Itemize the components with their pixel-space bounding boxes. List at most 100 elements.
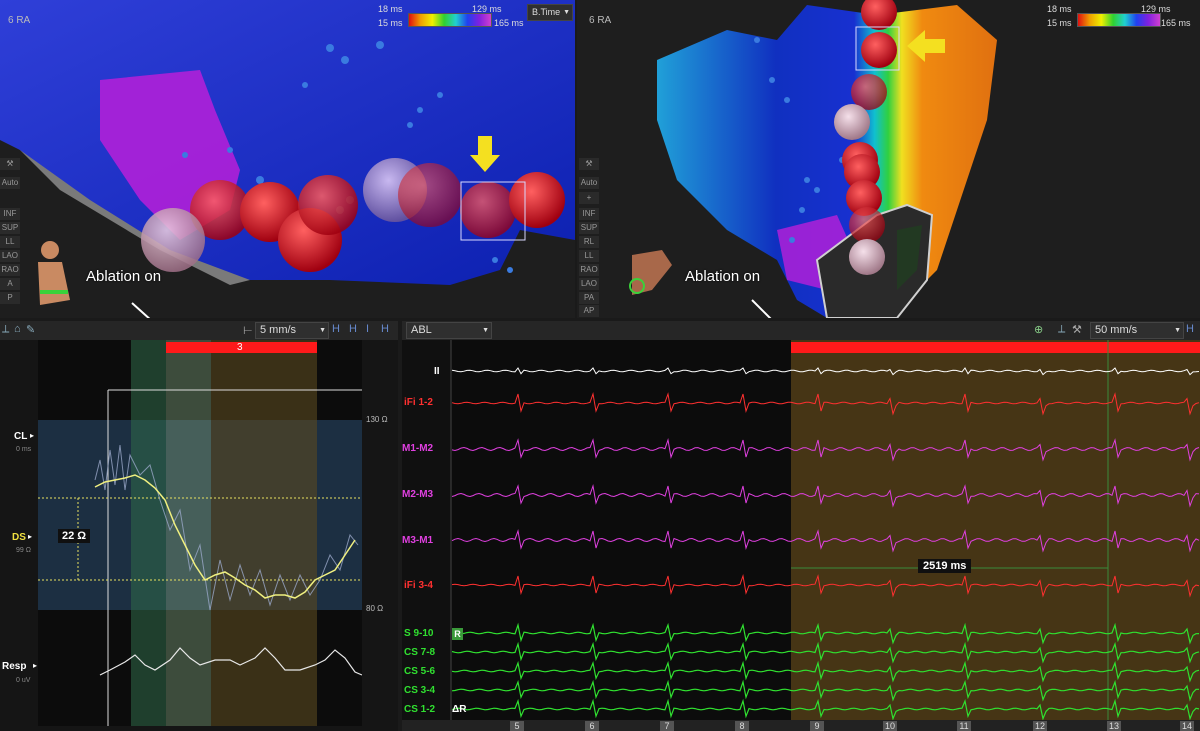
trend-channel-resp[interactable]: Resp: [2, 661, 27, 672]
right-color-scale[interactable]: [1077, 13, 1161, 27]
zoom-icon[interactable]: ⊕: [1034, 324, 1044, 336]
caliper-icon[interactable]: ⟂: [1058, 323, 1066, 335]
ecg-trace: [451, 367, 1200, 376]
marker-h-icon[interactable]: H: [332, 323, 340, 335]
right-view-btn-2[interactable]: INF: [579, 208, 599, 220]
left-view-btn-6[interactable]: A: [0, 278, 20, 290]
right-scale-top-min: 18 ms: [1047, 4, 1072, 14]
ecg-source-dropdown[interactable]: ABL ▼: [406, 322, 492, 339]
trend-channel-cl-sub: 0 ms: [16, 446, 32, 453]
right-view-btn-7[interactable]: LAO: [579, 278, 599, 290]
ecg-label-ifi34[interactable]: iFi 3-4: [404, 580, 433, 591]
right-hammer-icon[interactable]: ⚒: [579, 158, 599, 170]
right-view-btn-4[interactable]: RL: [579, 236, 599, 248]
pin-icon[interactable]: ⟂: [2, 323, 10, 335]
left-map-selection-box: [460, 181, 526, 241]
impedance-drop-label: 22 Ω: [58, 529, 91, 543]
left-map-white-arrow: [131, 302, 151, 318]
right-map-view-label: 6 RA: [589, 15, 612, 26]
left-view-btn-5[interactable]: RAO: [0, 264, 20, 276]
map-type-dropdown[interactable]: B.Time ▼: [527, 4, 573, 21]
left-view-btn-3[interactable]: LL: [0, 236, 20, 248]
impedance-raw-trace: [94, 444, 359, 611]
ecg-label-m2m3[interactable]: M2-M3: [402, 489, 434, 500]
right-view-btn-6[interactable]: RAO: [579, 264, 599, 276]
ecg-ablation-marker: [791, 342, 1200, 353]
ecg-label-cs78[interactable]: CS 7-8: [404, 647, 436, 658]
left-map-canvas: [0, 0, 575, 318]
left-ablation-annotation: Ablation on: [86, 268, 162, 285]
marker-h3-icon[interactable]: H: [381, 323, 389, 335]
ecg-trace: [451, 679, 1199, 702]
trend-light-band: [166, 340, 211, 726]
right-view-btn-3[interactable]: SUP: [579, 222, 599, 234]
trend-channel-ds[interactable]: DS: [12, 532, 26, 543]
ecg-label-ifi12[interactable]: iFi 1-2: [404, 397, 433, 408]
ecg-trace: [451, 529, 1200, 553]
lock-icon[interactable]: ⌂: [14, 323, 21, 335]
ecg-label-cs34[interactable]: CS 3-4: [404, 685, 436, 696]
right-view-btn-0[interactable]: Auto: [579, 177, 599, 189]
trend-axis-bottom: 80 Ω: [366, 604, 384, 613]
right-map-yellow-arrow: [907, 30, 945, 62]
beat-number: 14: [1180, 721, 1194, 731]
trend-green-band: [131, 340, 166, 726]
left-view-btn-7[interactable]: P: [0, 292, 20, 304]
ecg-source-value: ABL: [411, 324, 432, 336]
left-map-ablation-lesions: [141, 158, 565, 272]
resp-chevron-icon: ▸: [33, 661, 38, 670]
marker-h-icon[interactable]: H: [1186, 323, 1194, 335]
ecg-label-ii[interactable]: II: [434, 366, 440, 377]
ecg-trace: [451, 698, 1200, 721]
ecg-label-m1m2[interactable]: M1-M2: [402, 443, 434, 454]
cl-chevron-icon: ▸: [30, 431, 35, 440]
left-map-view[interactable]: 6 RA 18 ms 129 ms 15 ms 165 ms B.Time ▼ ⚒…: [0, 0, 575, 318]
marker-i-icon[interactable]: I: [366, 323, 370, 335]
respiration-trace: [99, 647, 363, 676]
trend-speed-dropdown[interactable]: 5 mm/s ▼: [255, 322, 329, 339]
ecg-speed-value: 50 mm/s: [1095, 324, 1138, 336]
ecg-trace: [451, 660, 1200, 683]
ecg-speed-dropdown[interactable]: 50 mm/s ▼: [1090, 322, 1184, 339]
left-view-btn-0[interactable]: Auto: [0, 177, 20, 189]
right-map-view[interactable]: 6 RA 18 ms 129 ms 15 ms 165 ms ⚒ Auto + …: [577, 0, 1200, 318]
chevron-down-icon: ▼: [1174, 327, 1181, 334]
ecg-traces: [451, 367, 1200, 721]
tools-icon[interactable]: ✎: [26, 324, 36, 336]
map-type-label: B.Time: [532, 7, 561, 17]
left-hammer-icon[interactable]: ⚒: [0, 158, 20, 170]
ecg-label-cs56[interactable]: CS 5-6: [404, 666, 436, 677]
trend-channel-ds-sub: 99 Ω: [16, 547, 31, 554]
right-map-canvas: [629, 0, 997, 318]
beat-number: 13: [1107, 721, 1121, 731]
left-view-btn-2[interactable]: SUP: [0, 222, 20, 234]
left-color-scale[interactable]: [408, 13, 492, 27]
right-view-btn-5[interactable]: LL: [579, 250, 599, 262]
beat-number: 8: [735, 721, 749, 731]
ecg-label-m3m1[interactable]: M3-M1: [402, 535, 434, 546]
caliper-icon[interactable]: ⊢: [243, 325, 253, 337]
trend-panel: 3 CL ▸ 0 ms DS ▸ 99 Ω Resp ▸ 0 uV 130 Ω …: [0, 340, 398, 731]
ecg-canvas: [402, 340, 1200, 731]
ecg-trace: [451, 574, 1200, 598]
ecg-trace: [451, 641, 1200, 664]
ecg-label-s910[interactable]: S 9-10: [404, 628, 434, 639]
trend-canvas: [38, 340, 398, 731]
right-view-btn-9[interactable]: AP: [579, 305, 599, 317]
right-view-btn-8[interactable]: PA: [579, 292, 599, 304]
ecg-label-cs12[interactable]: CS 1-2: [404, 704, 436, 715]
left-map-view-label: 6 RA: [8, 15, 31, 26]
right-map-white-arrow: [751, 299, 772, 318]
left-view-btn-1[interactable]: INF: [0, 208, 20, 220]
trend-channel-resp-sub: 0 uV: [16, 677, 31, 684]
hammer-icon[interactable]: ⚒: [1072, 324, 1082, 336]
trend-channel-cl[interactable]: CL: [14, 431, 28, 442]
right-view-btn-1[interactable]: +: [579, 192, 599, 204]
marker-h2-icon[interactable]: H: [349, 323, 357, 335]
right-map-selection-box: [855, 26, 900, 71]
left-view-btn-4[interactable]: LAO: [0, 250, 20, 262]
trend-axis-top: 130 Ω: [366, 415, 388, 424]
ds-chevron-icon: ▸: [28, 532, 33, 541]
ecg-panel: II iFi 1-2 M1-M2 M2-M3 M3-M1 iFi 3-4 S 9…: [402, 340, 1200, 731]
beat-number: 7: [660, 721, 674, 731]
